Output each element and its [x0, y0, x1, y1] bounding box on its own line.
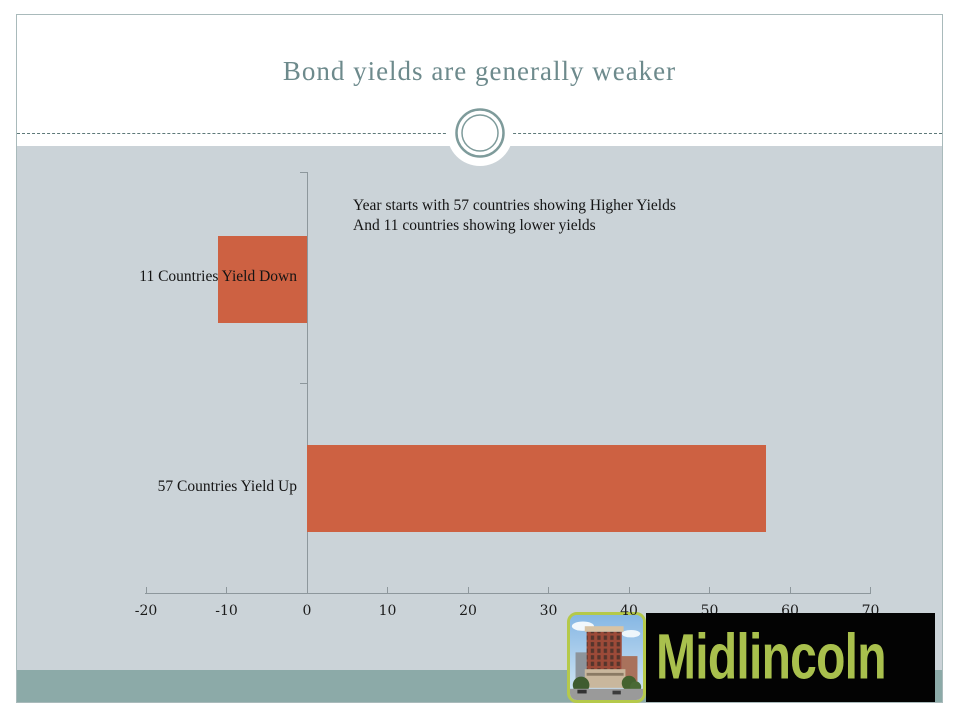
- x-axis-tick: [467, 587, 469, 593]
- x-axis-tick: [387, 587, 388, 593]
- x-axis-tick: [709, 587, 710, 593]
- midlincoln-logo: Midlincoln: [646, 613, 935, 702]
- x-axis-tick-label: 0: [302, 603, 312, 619]
- annotation-line-2: And 11 countries showing lower yields: [353, 217, 596, 234]
- page-title: Bond yields are generally weaker: [282, 56, 677, 86]
- x-axis-tick: [548, 587, 549, 593]
- bar-2: [307, 445, 766, 532]
- x-axis-tick-label: 40: [620, 603, 638, 619]
- x-axis-tick: [789, 587, 791, 593]
- building-photo: [567, 612, 646, 703]
- x-axis-tick: [145, 587, 147, 593]
- x-axis-tick: [870, 587, 871, 593]
- midlincoln-logo-text: Midlincoln: [656, 620, 887, 693]
- y-axis-tick: [300, 172, 307, 173]
- x-axis-tick-label: 10: [378, 603, 397, 619]
- chart-annotation: Year starts with 57 countries showing Hi…: [353, 196, 676, 236]
- category-label: 57 Countries Yield Up: [157, 477, 297, 495]
- annotation-line-1: Year starts with 57 countries showing Hi…: [353, 197, 676, 214]
- x-axis-tick-label: 20: [459, 603, 477, 619]
- circle-ornament-icon: [447, 100, 513, 166]
- x-axis-line: [145, 593, 871, 594]
- x-axis-tick-label: -20: [134, 603, 158, 619]
- x-axis-tick-label: -10: [215, 603, 238, 619]
- x-axis-tick: [226, 587, 227, 593]
- x-axis-tick: [628, 587, 630, 593]
- y-axis-line: [306, 172, 308, 593]
- y-axis-tick: [300, 382, 307, 384]
- bar-1: [218, 235, 307, 323]
- x-axis-tick: [306, 587, 308, 593]
- category-label: 11 Countries Yield Down: [139, 268, 297, 285]
- chart-plot-area: [17, 146, 942, 670]
- x-axis-tick-label: 30: [539, 603, 558, 619]
